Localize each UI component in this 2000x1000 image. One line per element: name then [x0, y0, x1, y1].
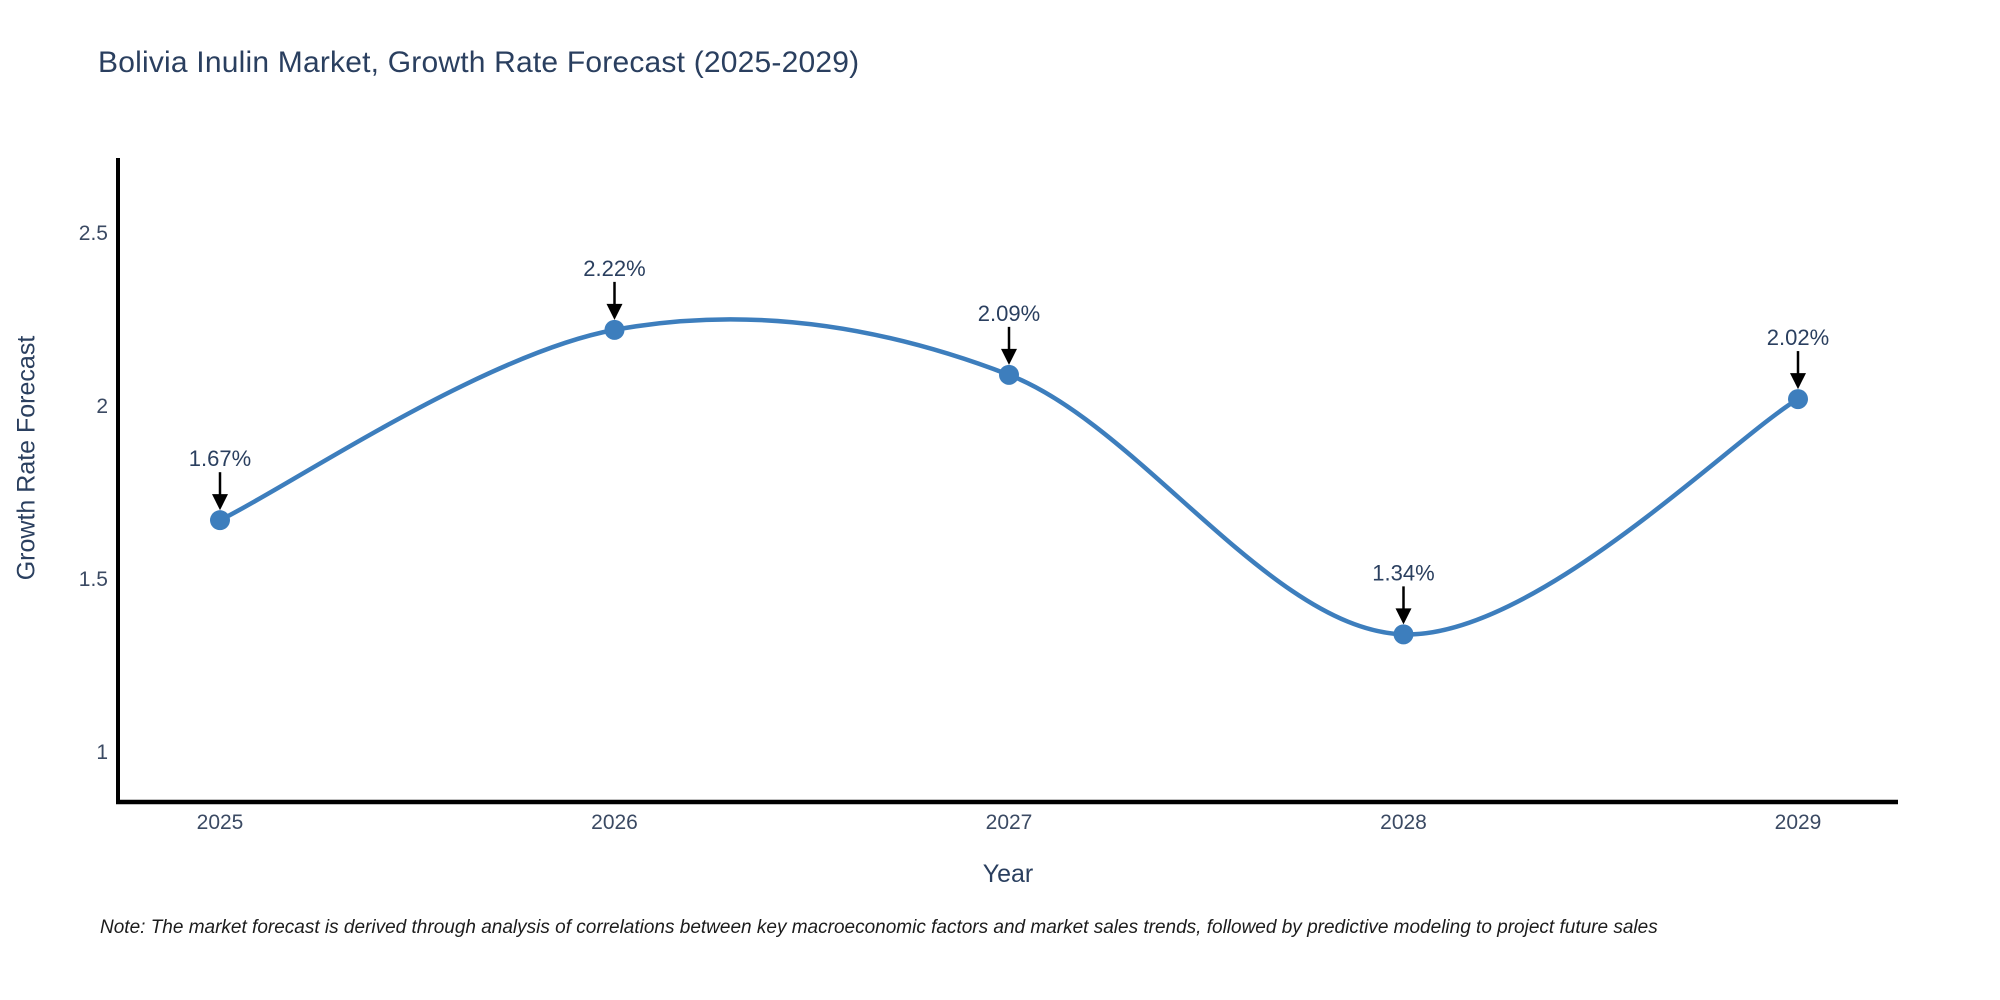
annotation-label: 2.22% [583, 256, 645, 281]
x-tick-label: 2026 [591, 811, 638, 834]
x-tick-label: 2028 [1380, 811, 1427, 834]
x-tick-label: 2027 [986, 811, 1033, 834]
y-tick-label: 2 [96, 395, 108, 418]
annotation-label: 2.09% [978, 301, 1040, 326]
footnote: Note: The market forecast is derived thr… [100, 917, 1658, 938]
data-point-marker [604, 319, 625, 340]
annotation-label: 2.02% [1767, 325, 1829, 350]
x-axis-title: Year [982, 860, 1034, 888]
y-axis-title: Growth Rate Forecast [12, 335, 41, 581]
annotation-arrowhead [606, 303, 623, 320]
chart-title: Bolivia Inulin Market, Growth Rate Forec… [98, 46, 860, 79]
annotation-arrowhead [1395, 608, 1412, 625]
annotation-label: 1.67% [189, 446, 251, 471]
data-point-marker [1393, 624, 1414, 645]
x-tick-label: 2025 [197, 811, 244, 834]
y-tick-label: 2.5 [79, 222, 108, 245]
y-tick-label: 1 [96, 741, 108, 764]
annotation-arrowhead [1001, 348, 1017, 365]
annotation-label: 1.34% [1372, 560, 1434, 585]
data-point-marker [1788, 389, 1808, 410]
annotation-arrowhead [1790, 373, 1806, 390]
data-point-marker [210, 510, 230, 531]
y-tick-label: 1.5 [79, 568, 108, 591]
x-tick-label: 2029 [1775, 811, 1822, 834]
annotation-arrowhead [212, 494, 228, 511]
data-point-marker [999, 364, 1019, 385]
